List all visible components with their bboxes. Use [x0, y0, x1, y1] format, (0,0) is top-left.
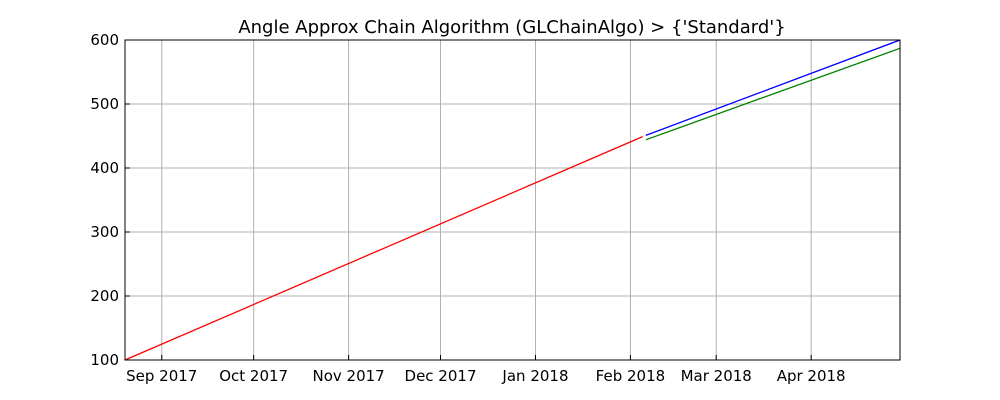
x-tick-label: Nov 2017 [313, 367, 385, 385]
plot-frame [124, 39, 901, 361]
x-tick-label: Jan 2018 [501, 367, 568, 385]
axes: Sep 2017 Oct 2017 Nov 2017 Dec 2017 Jan 2018… [90, 31, 845, 385]
chart-title: Angle Approx Chain Algorithm (GLChainAlg… [238, 17, 785, 38]
x-tick-label: Dec 2017 [405, 367, 477, 385]
y-tick-label: 100 [90, 351, 119, 369]
x-tick-label: Feb 2018 [596, 367, 666, 385]
series-lines [124, 39, 901, 361]
series-line [645, 47, 901, 141]
series-line [645, 39, 901, 137]
grid-lines [125, 39, 900, 361]
y-tick-label: 300 [90, 223, 119, 241]
y-tick-label: 600 [90, 31, 119, 49]
x-tick-label: Apr 2018 [777, 367, 846, 385]
y-tick-label: 400 [90, 159, 119, 177]
series-line [124, 136, 643, 361]
x-tick-label: Oct 2017 [219, 367, 288, 385]
x-tick-label: Sep 2017 [126, 367, 197, 385]
x-tick-label: Mar 2018 [681, 367, 752, 385]
y-tick-label: 200 [90, 287, 119, 305]
y-tick-label: 500 [90, 95, 119, 113]
